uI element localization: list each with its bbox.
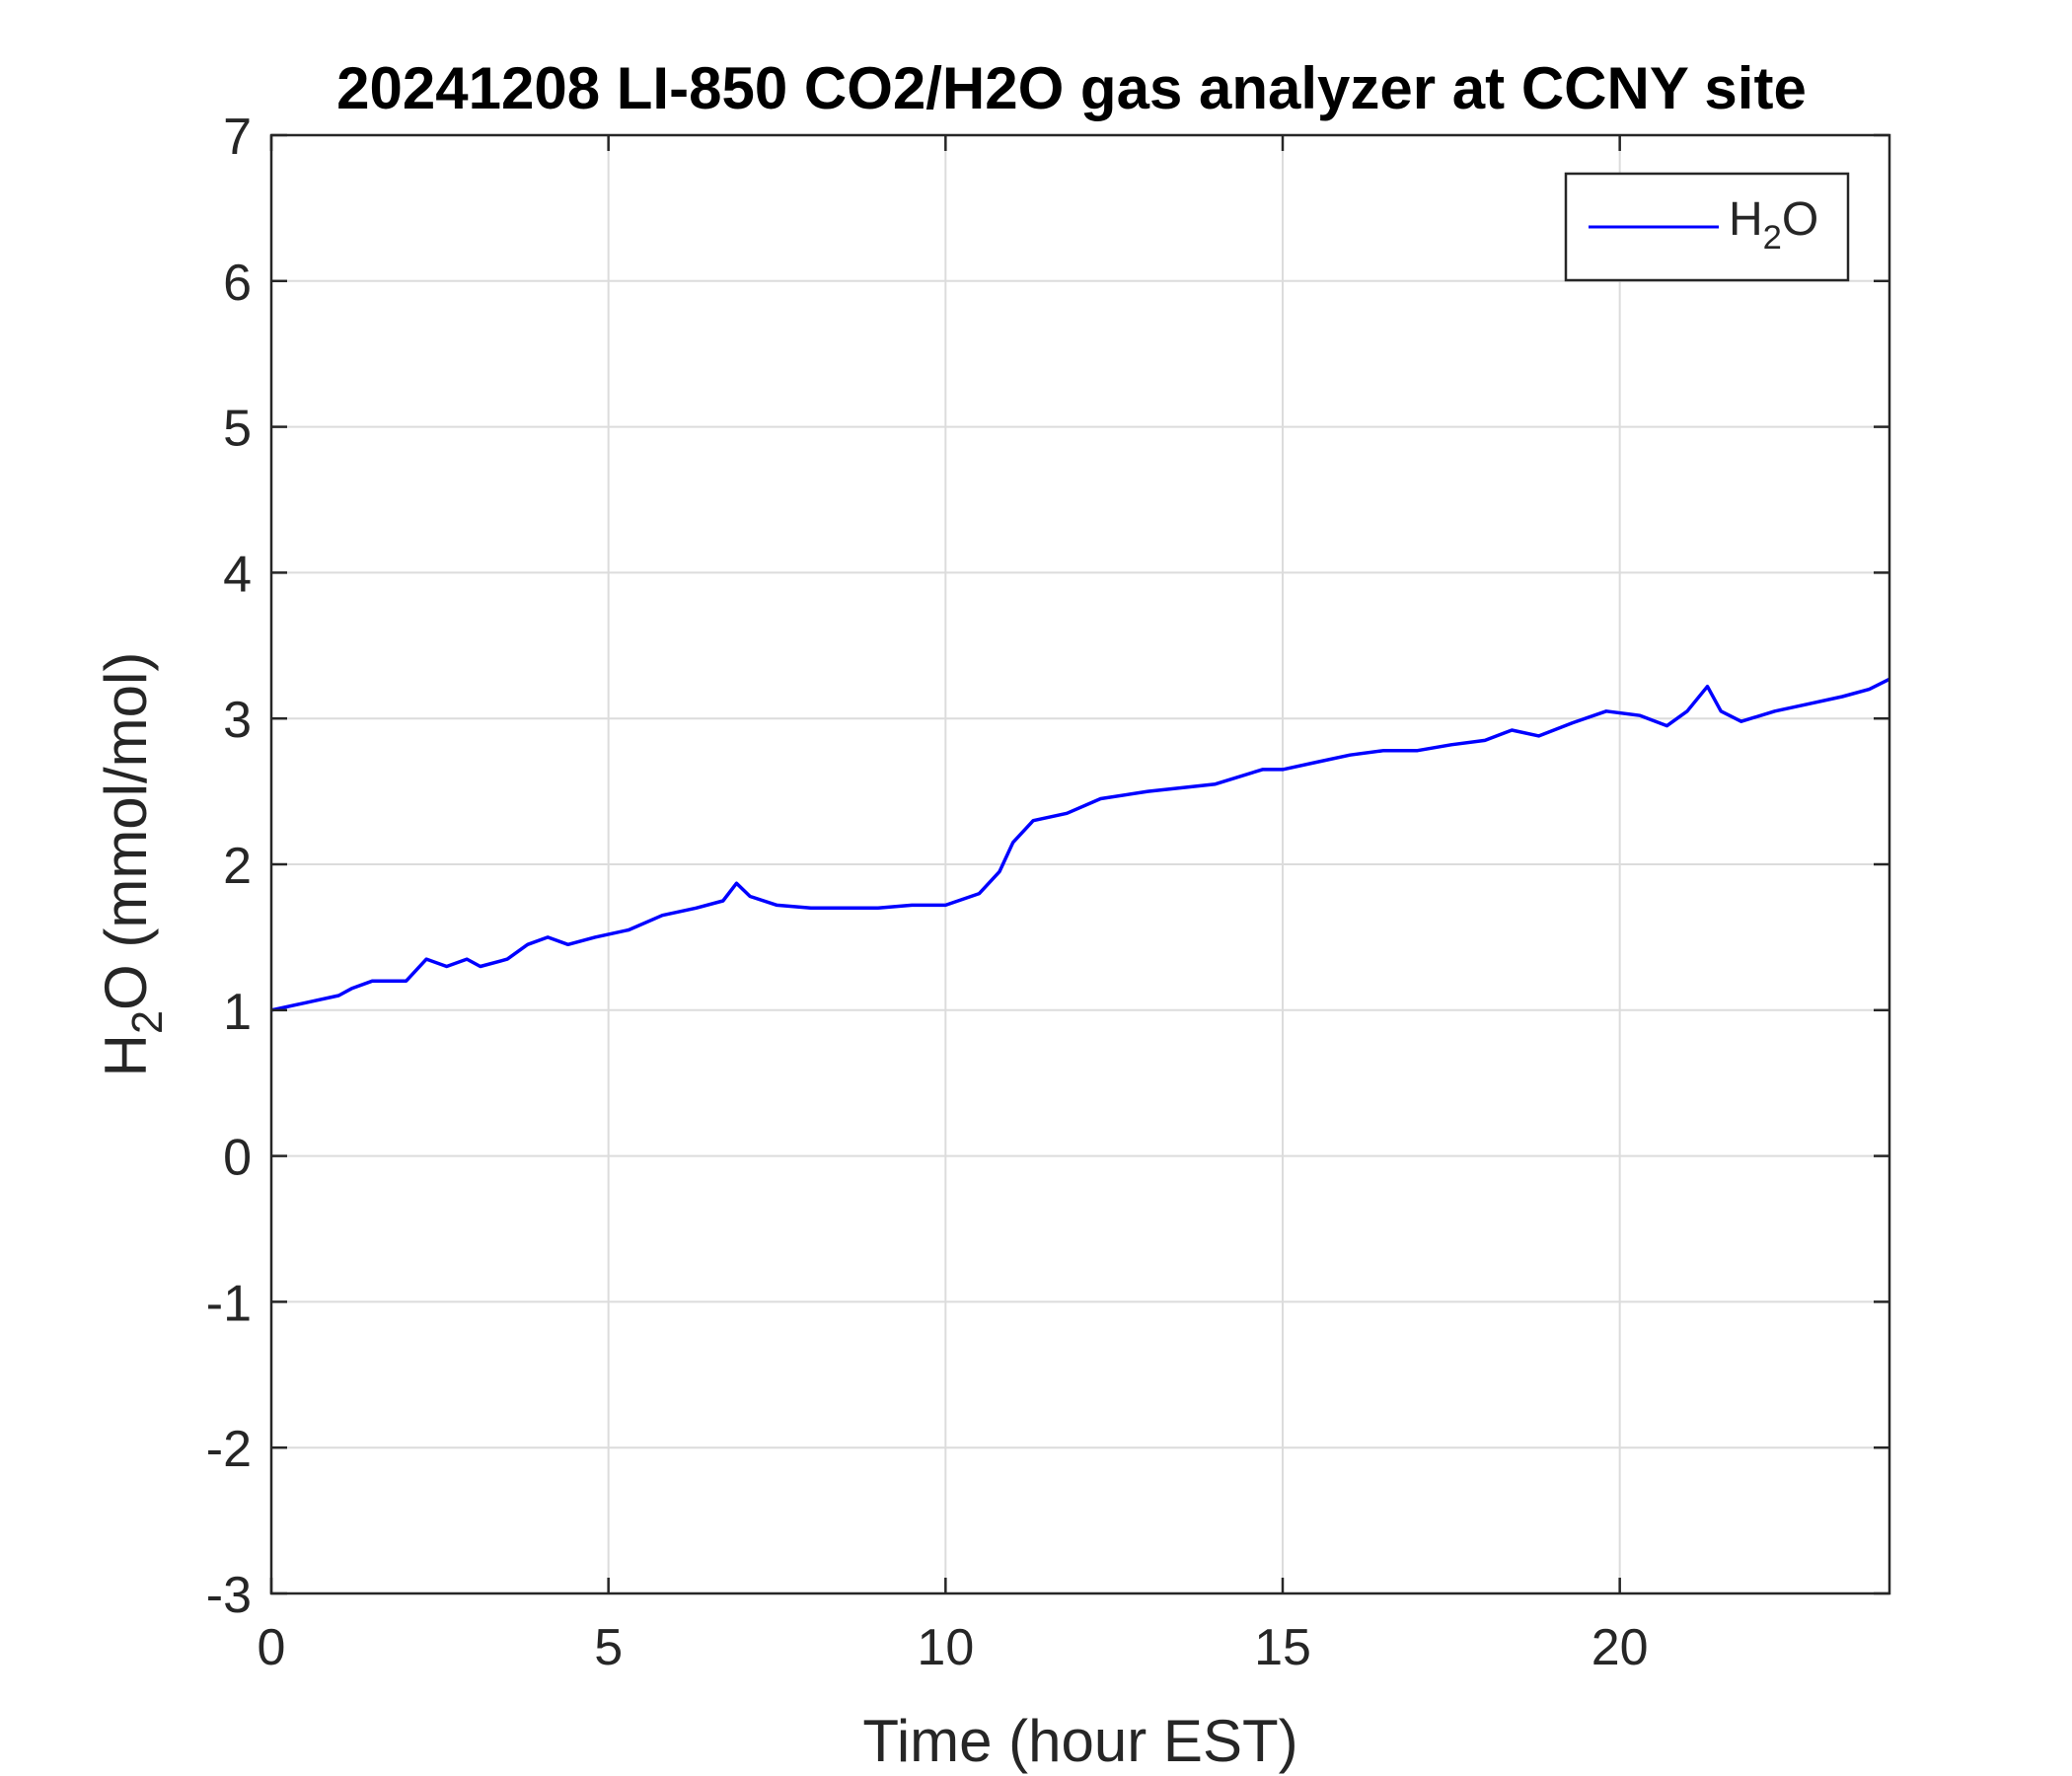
x-tick-label: 15 <box>1254 1619 1311 1676</box>
legend-label: H2O <box>1729 193 1818 257</box>
legend-label-suffix: O <box>1782 193 1818 246</box>
x-tick-labels: 0 5 10 15 20 <box>258 1619 1649 1676</box>
x-tick-label: 20 <box>1591 1619 1649 1676</box>
series-line-h2o <box>270 677 1890 1012</box>
x-axis-label: Time (hour EST) <box>862 1708 1297 1774</box>
y-tick-label: 3 <box>223 692 252 749</box>
y-axis-label: H2O (mmol/mol) <box>93 652 172 1077</box>
y-tick-label: 1 <box>223 984 252 1041</box>
chart-title: 20241208 LI-850 CO2/H2O gas analyzer at … <box>336 55 1807 121</box>
x-tick-label: 5 <box>594 1619 623 1676</box>
y-tick-label: 6 <box>223 255 252 312</box>
y-axis-label-subscript: 2 <box>124 1010 172 1034</box>
y-tick-label: -3 <box>206 1567 252 1624</box>
y-tick-label: 4 <box>223 546 252 603</box>
y-tick-label: 2 <box>223 838 252 895</box>
y-axis-label-suffix: O (mmol/mol) <box>93 652 159 1010</box>
legend: H2O <box>1564 172 1850 282</box>
y-tick-label: 5 <box>223 401 252 458</box>
y-tick-label: -1 <box>206 1275 252 1332</box>
x-tick-label: 10 <box>917 1619 974 1676</box>
y-tick-label: 7 <box>223 109 252 166</box>
series-layer <box>270 677 1890 1012</box>
legend-label-subscript: 2 <box>1763 219 1782 257</box>
y-tick-label: -2 <box>206 1421 252 1478</box>
tick-marks <box>269 133 1889 1595</box>
y-tick-label: 0 <box>223 1130 252 1187</box>
y-axis-label-prefix: H <box>93 1034 159 1076</box>
legend-label-prefix: H <box>1729 193 1763 246</box>
x-tick-label: 0 <box>258 1619 286 1676</box>
y-tick-labels: -3 -2 -1 0 1 2 3 4 5 6 7 <box>206 109 252 1624</box>
